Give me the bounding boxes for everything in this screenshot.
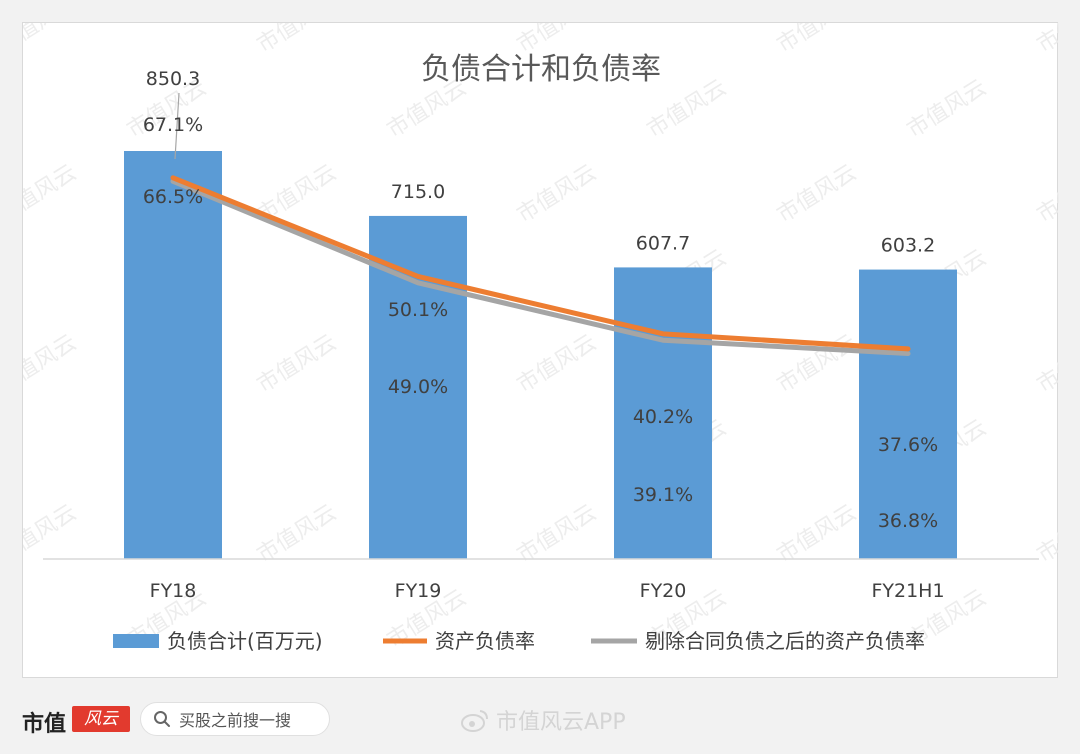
watermark-text: 市值风云 [773,500,861,568]
watermark-text: 市值风云 [253,23,341,58]
adjusted-ratio-label: 49.0% [388,376,448,398]
ratio-label: 67.1% [143,114,203,136]
watermark-text: 市值风云 [253,330,341,398]
watermark-text: 市值风云 [513,500,601,568]
bar-value-label: 850.3 [146,68,200,90]
watermark-text: 市值风云 [23,330,81,398]
ratio-label: 50.1% [388,299,448,321]
ticks-layer: FY18 FY19 FY20 FY21H1 [150,580,945,602]
bar-FY20 [614,267,712,559]
legend-swatch-bar [113,634,159,648]
adjusted-ratio-label: 39.1% [633,484,693,506]
chart-title: 负债合计和负债率 [421,52,661,87]
search-icon [154,711,170,727]
watermark-text: 市值风云 [253,500,341,568]
lines-layer [170,175,911,357]
weibo-handle: 市值风云APP [460,704,626,736]
watermark-text: 市值风云 [903,75,991,143]
label-leader-line [174,92,180,160]
legend-label-ratio: 资产负债率 [435,629,535,653]
x-tick-label: FY20 [640,580,687,602]
watermark-text: 市值风云 [23,500,81,568]
weibo-text: 市值风云APP [496,710,626,735]
labels-layer: 850.3 715.0 607.7 603.2 67.1% 50.1% 40.2% 37.6%… [143,68,938,532]
bar-FY21H1 [859,269,957,559]
bar-FY18 [124,151,222,559]
x-tick-label: FY19 [395,580,442,602]
x-tick-label: FY21H1 [871,580,944,602]
watermark-text: 市值风云 [1033,330,1059,398]
weibo-icon [461,710,488,732]
footer: 市值 风云 买股之前搜一搜 市值风云APP [0,690,1080,754]
watermark-text: 市值风云 [1033,160,1059,228]
adjusted-ratio-label: 66.5% [143,186,203,208]
bar-value-label: 607.7 [636,232,690,254]
bars-layer [124,151,957,559]
watermark-text: 市值风云 [23,23,81,58]
search-text: 买股之前搜一搜 [179,711,292,730]
watermark-text: 市值风云 [1033,500,1059,568]
watermark-text: 市值风云 [1033,23,1059,58]
ratio-label: 37.6% [878,434,938,456]
watermark-text: 市值风云 [773,23,861,58]
search-pill[interactable]: 买股之前搜一搜 [140,702,330,736]
brand-logo-mark: 风云 [72,706,130,732]
bar-FY19 [369,215,467,559]
watermark-text: 市值风云 [23,160,81,228]
chart-card: 市值风云 市值风云 市值风云 市值风云 市值风云 市值风云 市值风云 市值风云 市值风云 市值风云… [22,22,1059,678]
brand-logo-text: 市值 [22,711,67,737]
watermark-text: 市值风云 [513,160,601,228]
legend-label-bar: 负债合计(百万元) [167,629,323,653]
adjusted-ratio-label: 36.8% [878,510,938,532]
bar-value-label: 603.2 [881,235,935,257]
watermark-text: 市值风云 [513,330,601,398]
line-series-adjusted [170,178,911,357]
watermark-text: 市值风云 [773,160,861,228]
legend: 负债合计(百万元) 资产负债率 剔除合同负债之后的资产负债率 [113,629,925,653]
ratio-label: 40.2% [633,406,693,428]
legend-label-adjusted: 剔除合同负债之后的资产负债率 [645,629,925,653]
x-tick-label: FY18 [150,580,197,602]
bar-value-label: 715.0 [391,181,445,203]
line-series-ratio [170,175,911,352]
